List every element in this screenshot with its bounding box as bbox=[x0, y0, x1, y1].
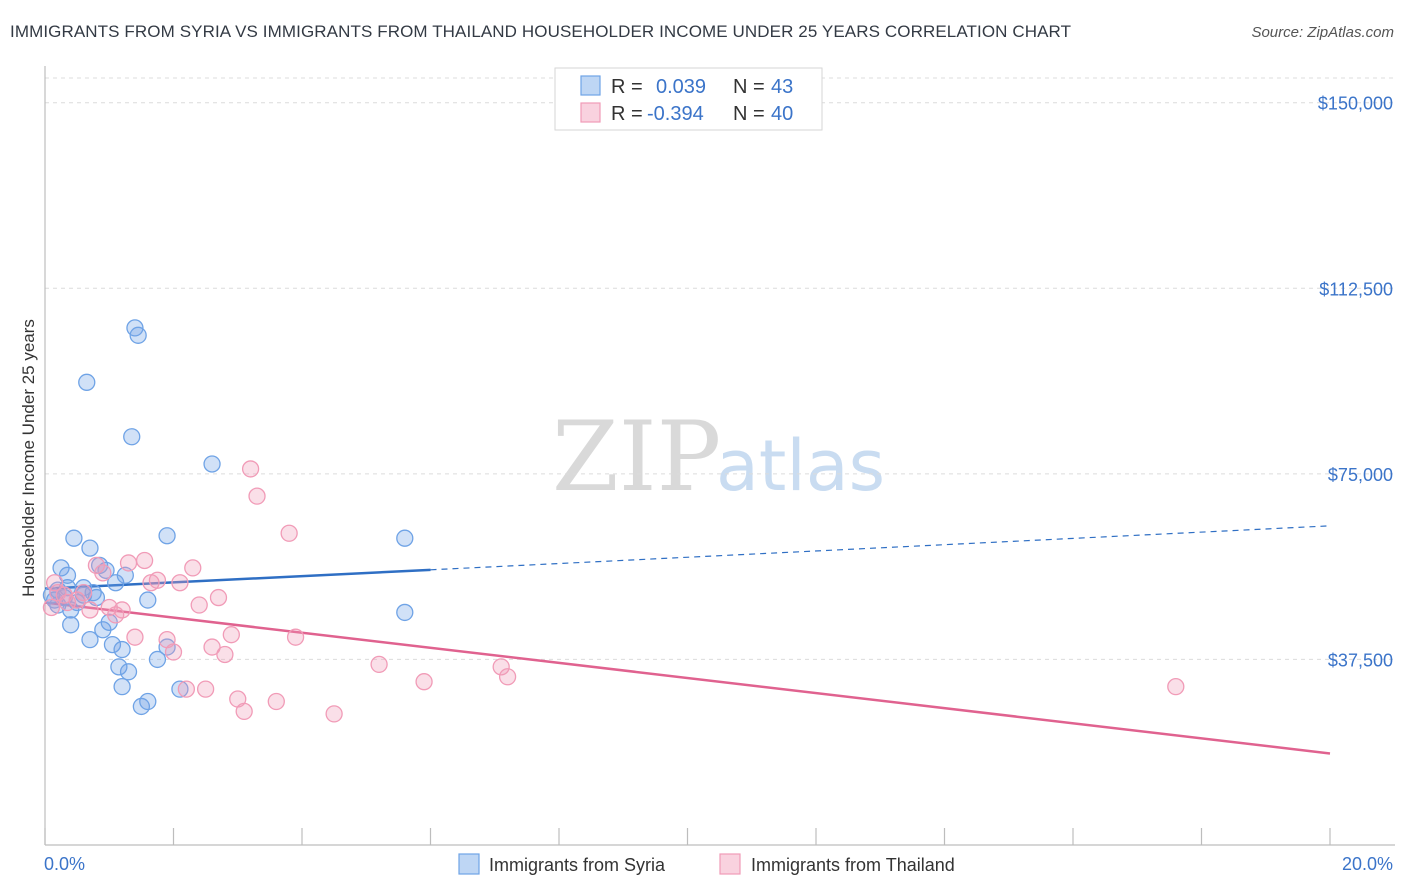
legend-swatch-syria bbox=[580, 75, 601, 96]
data-point-thailand bbox=[81, 601, 99, 619]
data-point-thailand bbox=[119, 554, 138, 572]
data-point-thailand bbox=[216, 645, 234, 664]
data-point-syria bbox=[81, 539, 99, 557]
data-point-thailand bbox=[492, 658, 510, 676]
data-point-syria bbox=[110, 658, 128, 676]
legend-r-label-syria: R = bbox=[611, 76, 643, 98]
legend-n-value-syria: 43 bbox=[771, 76, 793, 98]
watermark-atlas: atlas bbox=[716, 425, 885, 507]
data-point-syria bbox=[65, 529, 83, 547]
trend-line-thailand bbox=[44, 601, 1331, 755]
data-point-thailand bbox=[209, 588, 228, 607]
data-point-syria bbox=[396, 603, 414, 622]
data-point-syria bbox=[58, 566, 77, 584]
data-point-thailand bbox=[164, 643, 183, 661]
trend-line-extension-syria bbox=[430, 525, 1331, 571]
data-point-syria bbox=[139, 692, 157, 711]
data-point-thailand bbox=[235, 702, 253, 721]
data-point-thailand bbox=[190, 596, 208, 614]
data-point-thailand bbox=[177, 680, 196, 698]
data-point-syria bbox=[81, 630, 99, 649]
data-point-thailand bbox=[498, 668, 517, 686]
bottom-legend-swatch-thailand bbox=[719, 853, 741, 875]
data-point-thailand bbox=[286, 628, 305, 646]
legend-r-value-thailand: -0.394 bbox=[647, 103, 704, 125]
data-point-syria bbox=[148, 650, 167, 669]
watermark-zip: ZIP bbox=[552, 401, 721, 513]
legend-r-value-syria: 0.039 bbox=[656, 76, 706, 98]
bottom-legend-label-syria: Immigrants from Syria bbox=[489, 855, 666, 875]
data-point-syria bbox=[113, 640, 131, 659]
data-point-thailand bbox=[42, 598, 61, 617]
trend-layer bbox=[44, 525, 1331, 755]
data-point-syria bbox=[129, 326, 147, 344]
label-layer: $37,500 $75,000 $112,500 $150,000 0.0% 20.0% bbox=[44, 94, 1393, 874]
data-point-thailand bbox=[415, 673, 433, 691]
data-point-syria bbox=[113, 678, 131, 696]
grid-layer bbox=[45, 77, 1395, 660]
chart-title: IMMIGRANTS FROM SYRIA VS IMMIGRANTS FROM… bbox=[10, 22, 1072, 41]
data-point-syria bbox=[103, 635, 122, 654]
legend-swatch-thailand bbox=[580, 102, 601, 123]
bottom-legend-swatch-syria bbox=[458, 853, 480, 875]
data-point-thailand bbox=[184, 559, 202, 577]
data-point-thailand bbox=[135, 551, 154, 570]
data-point-thailand bbox=[248, 487, 266, 505]
legend-box: R = 0.039 N = 43 R = -0.394 N = 40 bbox=[554, 67, 823, 131]
y-tick-label: $75,000 bbox=[1328, 465, 1393, 485]
y-tick-label: $150,000 bbox=[1318, 94, 1393, 114]
watermark: ZIP atlas bbox=[552, 401, 885, 513]
data-point-thailand bbox=[267, 692, 285, 711]
data-point-thailand bbox=[241, 460, 260, 478]
data-point-syria bbox=[158, 527, 176, 545]
x-tick-label-max: 20.0% bbox=[1342, 854, 1393, 874]
data-point-syria bbox=[203, 455, 221, 473]
data-point-thailand bbox=[171, 574, 189, 592]
x-tick-label-min: 0.0% bbox=[44, 854, 85, 874]
data-point-thailand bbox=[74, 583, 93, 602]
legend-r-label-thailand: R = bbox=[611, 103, 643, 125]
source-label: Source: ZipAtlas.com bbox=[1251, 24, 1394, 41]
data-point-thailand bbox=[370, 655, 388, 674]
legend-n-value-thailand: 40 bbox=[771, 103, 793, 125]
data-point-thailand bbox=[45, 574, 64, 592]
data-point-thailand bbox=[1167, 678, 1185, 696]
data-point-thailand bbox=[280, 524, 298, 542]
bottom-legend-label-thailand: Immigrants from Thailand bbox=[751, 855, 955, 875]
data-point-thailand bbox=[113, 601, 131, 619]
axis-layer bbox=[44, 66, 1395, 846]
data-point-syria bbox=[171, 680, 189, 698]
data-point-thailand bbox=[203, 638, 221, 656]
trend-line-syria bbox=[44, 568, 431, 590]
points-layer bbox=[42, 319, 1185, 723]
data-point-syria bbox=[139, 591, 157, 609]
data-point-thailand bbox=[222, 626, 240, 644]
legend-n-label-syria: N = bbox=[733, 76, 765, 98]
data-point-thailand bbox=[126, 628, 144, 646]
y-tick-label: $112,500 bbox=[1319, 279, 1393, 299]
data-point-thailand bbox=[325, 705, 343, 723]
legend-n-label-thailand: N = bbox=[733, 103, 765, 125]
bottom-legend: Immigrants from Syria Immigrants from Th… bbox=[458, 853, 955, 875]
data-point-thailand bbox=[148, 571, 167, 589]
data-point-syria bbox=[62, 616, 80, 634]
data-point-syria bbox=[396, 529, 414, 547]
y-axis-title: Householder Income Under 25 years bbox=[19, 319, 38, 597]
data-point-syria bbox=[123, 428, 141, 446]
data-point-thailand bbox=[94, 564, 112, 582]
y-tick-label: $37,500 bbox=[1328, 650, 1393, 670]
data-point-syria bbox=[84, 583, 102, 602]
data-point-thailand bbox=[196, 680, 215, 698]
data-point-syria bbox=[78, 373, 96, 391]
data-point-syria bbox=[119, 663, 138, 681]
